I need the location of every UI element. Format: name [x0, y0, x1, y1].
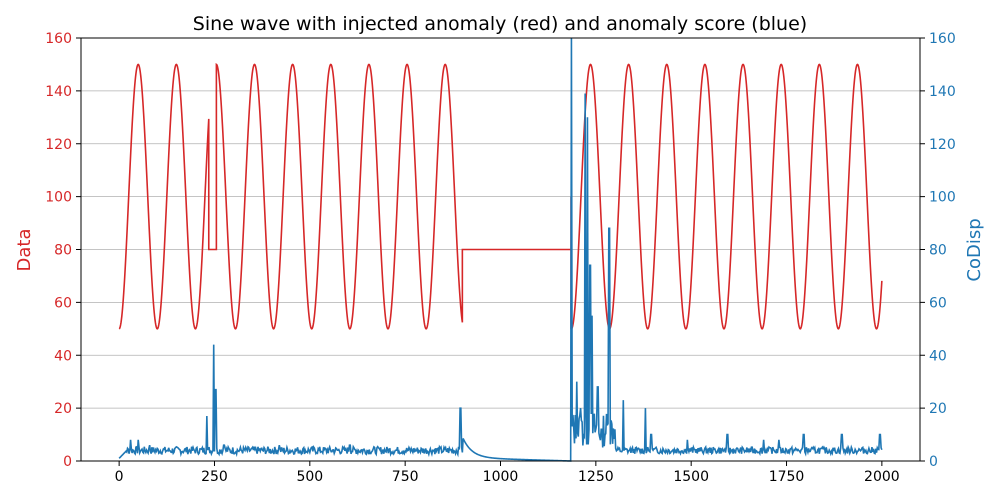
y-left-tick-label: 160	[45, 31, 72, 47]
y-right-tick-label: 20	[929, 401, 947, 417]
series-line-data	[118, 62, 883, 330]
y-left-tick-label: 120	[45, 137, 72, 153]
x-tick-label: 1000	[483, 469, 519, 485]
plot-area	[118, 37, 883, 462]
y-left-tick-label: 60	[54, 295, 72, 311]
x-tick-label: 1250	[578, 469, 614, 485]
y-right-tick-label: 0	[929, 454, 938, 470]
y-axis-right-label: CoDisp	[964, 218, 985, 281]
y-right-tick-label: 60	[929, 295, 947, 311]
y-left-tick-label: 40	[54, 348, 72, 364]
y-axis-left: 0 20 40 60 80 100 120 140 160	[45, 31, 81, 470]
x-tick-label: 0	[115, 469, 124, 485]
y-right-tick-label: 140	[929, 84, 956, 100]
y-axis-right: 0 20 40 60 80 100 120 140 160	[920, 31, 956, 470]
y-left-tick-label: 80	[54, 243, 72, 259]
chart-title: Sine wave with injected anomaly (red) an…	[193, 13, 807, 35]
x-tick-label: 750	[392, 469, 419, 485]
x-axis: 0 250 500 750 1000 1250 1500 1750 2000	[115, 461, 900, 485]
y-right-tick-label: 160	[929, 31, 956, 47]
y-left-tick-label: 100	[45, 190, 72, 206]
y-right-tick-label: 100	[929, 190, 956, 206]
x-tick-label: 1500	[673, 469, 709, 485]
x-tick-label: 1750	[769, 469, 805, 485]
x-tick-label: 2000	[864, 469, 900, 485]
y-left-tick-label: 0	[63, 454, 72, 470]
y-right-tick-label: 40	[929, 348, 947, 364]
y-right-tick-label: 80	[929, 243, 947, 259]
y-left-tick-label: 140	[45, 84, 72, 100]
y-axis-left-label: Data	[14, 229, 35, 272]
x-tick-label: 250	[201, 469, 228, 485]
y-left-tick-label: 20	[54, 401, 72, 417]
series-line-codisp	[118, 37, 883, 462]
y-right-tick-label: 120	[929, 137, 956, 153]
x-tick-label: 500	[296, 469, 323, 485]
